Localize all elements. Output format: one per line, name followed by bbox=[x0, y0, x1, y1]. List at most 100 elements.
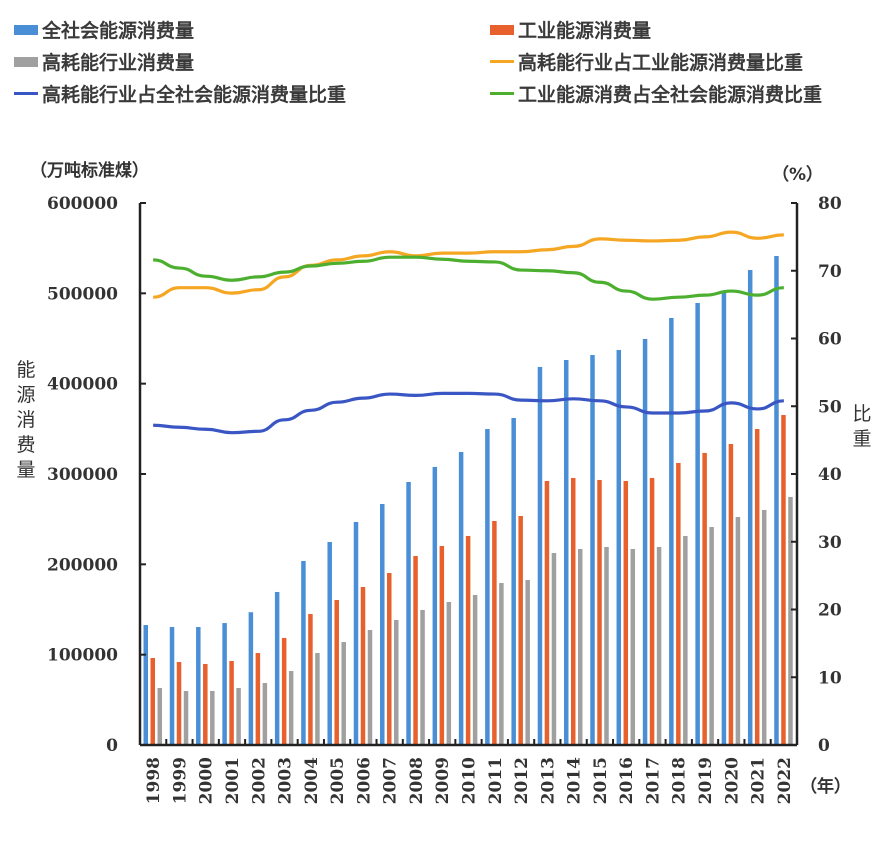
bar-high-energy-2021 bbox=[761, 509, 767, 745]
bar-high-energy-2001 bbox=[236, 687, 241, 745]
bar-industrial-2001 bbox=[229, 660, 234, 745]
bar-high-energy-2019 bbox=[709, 527, 714, 745]
legend-label: 高耗能行业占工业能源消费量比重 bbox=[518, 52, 804, 74]
x-tick-label: 2001 bbox=[223, 757, 243, 804]
right-axis-unit: （%） bbox=[772, 164, 823, 185]
bar-industrial-2021 bbox=[754, 429, 760, 745]
bar-high-energy-2003 bbox=[288, 671, 294, 745]
x-tick-label: 1999 bbox=[170, 757, 190, 804]
legend-swatch bbox=[14, 56, 38, 67]
x-axis-unit: （年） bbox=[800, 776, 851, 797]
bar-total-2018 bbox=[669, 317, 674, 745]
legend-swatch bbox=[490, 60, 514, 63]
x-tick-label: 2005 bbox=[328, 757, 348, 804]
bar-high-energy-2014 bbox=[577, 548, 583, 745]
bar-high-energy-2018 bbox=[683, 535, 688, 745]
bar-total-2005 bbox=[327, 542, 332, 745]
bar-high-energy-2009 bbox=[446, 602, 452, 745]
legend-swatch bbox=[14, 24, 38, 35]
bar-industrial-2017 bbox=[649, 477, 655, 745]
bar-high-energy-2015 bbox=[604, 546, 609, 745]
bar-total-2001 bbox=[222, 623, 227, 745]
x-tick-label: 2010 bbox=[460, 757, 480, 804]
right-axis-title-char: 重 bbox=[852, 428, 871, 450]
x-tick-label: 2021 bbox=[749, 757, 769, 804]
bar-total-2006 bbox=[353, 521, 359, 745]
line-industrial-share-of-total bbox=[153, 255, 784, 301]
legend-entry-industrial-energy: 工业能源消费量 bbox=[490, 16, 651, 43]
bar-total-2011 bbox=[485, 429, 490, 745]
right-tick-label: 0 bbox=[818, 736, 830, 756]
left-axis-unit: （万吨标准煤） bbox=[30, 160, 149, 181]
bar-high-energy-2010 bbox=[472, 594, 478, 745]
x-tick-label: 2006 bbox=[354, 757, 374, 804]
x-tick-label: 2002 bbox=[249, 757, 269, 804]
x-tick-label: 2004 bbox=[302, 757, 322, 804]
bar-total-2003 bbox=[274, 591, 280, 745]
bar-industrial-2014 bbox=[570, 477, 576, 745]
left-tick-label: 300000 bbox=[47, 465, 118, 485]
x-tick-label: 2018 bbox=[670, 757, 690, 804]
left-axis-title-char: 消 bbox=[16, 409, 35, 431]
bar-industrial-2009 bbox=[439, 545, 445, 745]
bar-high-energy-2011 bbox=[499, 583, 504, 745]
legend-label: 工业能源消费占全社会能源消费比重 bbox=[518, 84, 823, 106]
bar-high-energy-2007 bbox=[394, 619, 399, 745]
left-tick-label: 600000 bbox=[47, 194, 118, 214]
right-axis-title: 比重 bbox=[852, 403, 871, 450]
left-tick-label: 100000 bbox=[47, 646, 118, 666]
left-tick-label: 400000 bbox=[47, 375, 118, 395]
bar-industrial-1998 bbox=[150, 658, 155, 745]
legend-entry-industrial-share-of-total: 工业能源消费占全社会能源消费比重 bbox=[490, 80, 822, 107]
legend-entry-high-share-of-total: 高耗能行业占全社会能源消费量比重 bbox=[14, 80, 346, 107]
left-tick-label: 200000 bbox=[47, 555, 118, 575]
x-tick-label: 2003 bbox=[276, 757, 296, 804]
bar-total-2013 bbox=[537, 366, 543, 745]
legend-entry-high-energy-industry: 高耗能行业消费量 bbox=[14, 48, 194, 75]
bar-high-energy-2005 bbox=[341, 642, 346, 745]
x-tick-label: 2016 bbox=[617, 757, 637, 804]
bar-high-energy-2006 bbox=[367, 630, 373, 745]
bar-total-2008 bbox=[406, 481, 411, 745]
bar-total-2012 bbox=[511, 417, 516, 745]
bar-industrial-2002 bbox=[255, 653, 261, 745]
bar-layer bbox=[143, 256, 793, 745]
left-tick-label: 0 bbox=[106, 736, 118, 756]
bar-total-2015 bbox=[590, 355, 595, 745]
legend-entry-total-energy: 全社会能源消费量 bbox=[14, 16, 194, 43]
left-axis-title-char: 源 bbox=[16, 384, 35, 406]
right-axis-title-char: 比 bbox=[852, 403, 871, 425]
bar-high-energy-2020 bbox=[735, 516, 741, 745]
bar-high-energy-2000 bbox=[210, 690, 215, 745]
bar-industrial-2011 bbox=[492, 520, 497, 745]
bar-high-energy-2017 bbox=[656, 546, 662, 745]
bar-total-1999 bbox=[169, 627, 175, 745]
legend-label: 全社会能源消费量 bbox=[42, 20, 195, 42]
right-tick-label: 30 bbox=[818, 533, 842, 553]
bar-total-2019 bbox=[695, 302, 700, 745]
bar-high-energy-2008 bbox=[420, 609, 425, 745]
chart-legend: 全社会能源消费量 工业能源消费量 高耗能行业消费量 高耗能行业占工业能源消费量比… bbox=[14, 8, 874, 108]
right-tick-label: 80 bbox=[818, 194, 842, 214]
x-tick-label: 2009 bbox=[433, 757, 453, 804]
bar-total-2002 bbox=[248, 612, 254, 745]
legend-swatch bbox=[14, 92, 38, 95]
bar-industrial-2020 bbox=[728, 444, 734, 745]
legend-swatch bbox=[490, 92, 514, 95]
bar-total-2014 bbox=[563, 359, 569, 745]
x-tick-label: 2000 bbox=[197, 757, 217, 804]
x-tick-label: 2007 bbox=[381, 757, 401, 804]
bar-total-2007 bbox=[380, 503, 385, 745]
x-tick-label: 2015 bbox=[591, 757, 611, 804]
bar-total-2020 bbox=[721, 292, 727, 745]
bar-industrial-2019 bbox=[702, 452, 707, 745]
right-tick-label: 40 bbox=[818, 465, 842, 485]
bar-industrial-2013 bbox=[544, 480, 550, 745]
bar-total-2017 bbox=[642, 338, 648, 745]
bar-total-2021 bbox=[747, 270, 753, 745]
x-tick-label: 1998 bbox=[144, 757, 164, 804]
bar-total-2009 bbox=[432, 466, 438, 745]
x-tick-label: 2011 bbox=[486, 757, 506, 804]
bar-industrial-2006 bbox=[360, 587, 366, 745]
